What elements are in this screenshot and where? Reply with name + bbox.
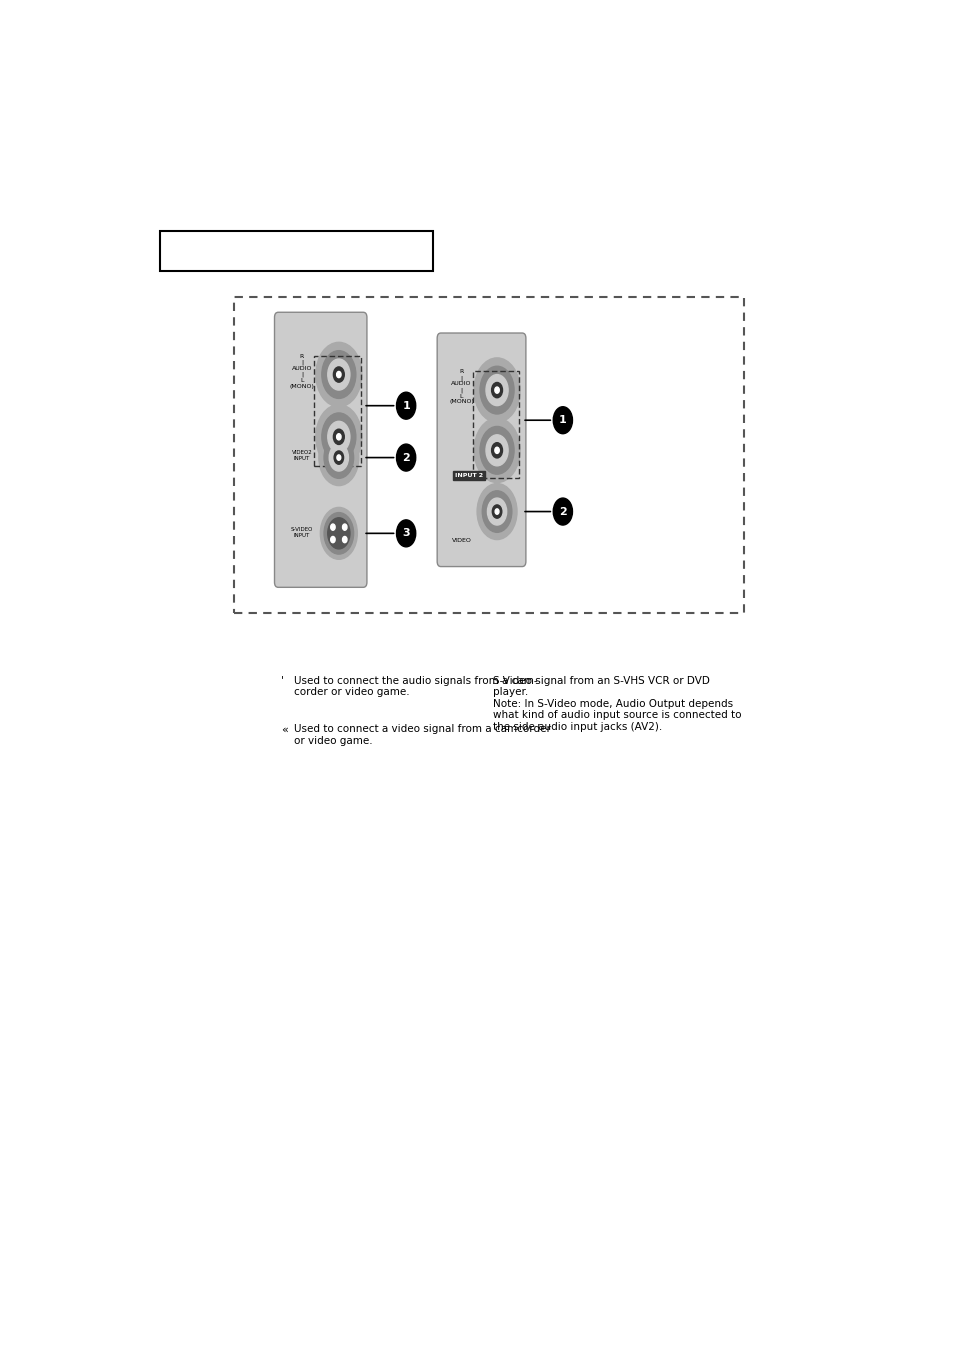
Circle shape bbox=[334, 452, 343, 464]
Circle shape bbox=[321, 412, 355, 461]
Circle shape bbox=[492, 506, 501, 518]
Circle shape bbox=[336, 372, 340, 377]
Circle shape bbox=[329, 443, 348, 470]
Text: S-Video signal from an S-VHS VCR or DVD
player.
Note: In S-Video mode, Audio Out: S-Video signal from an S-VHS VCR or DVD … bbox=[492, 675, 740, 732]
Circle shape bbox=[328, 422, 350, 453]
Circle shape bbox=[495, 387, 498, 394]
Text: ': ' bbox=[281, 675, 284, 686]
Circle shape bbox=[553, 407, 572, 434]
Circle shape bbox=[315, 404, 361, 469]
Circle shape bbox=[315, 342, 361, 407]
Circle shape bbox=[474, 418, 519, 483]
Circle shape bbox=[487, 497, 506, 524]
Circle shape bbox=[479, 367, 514, 414]
Circle shape bbox=[333, 429, 344, 445]
Circle shape bbox=[318, 430, 358, 485]
Text: R
|
AUDIO
|
L
(MONO): R | AUDIO | L (MONO) bbox=[289, 353, 314, 388]
Circle shape bbox=[324, 437, 354, 479]
Circle shape bbox=[476, 484, 517, 539]
Circle shape bbox=[336, 454, 340, 460]
Text: «: « bbox=[281, 724, 288, 735]
Circle shape bbox=[342, 537, 347, 543]
FancyBboxPatch shape bbox=[436, 333, 525, 566]
Circle shape bbox=[485, 435, 508, 466]
Circle shape bbox=[495, 448, 498, 453]
Text: S-VIDEO
INPUT: S-VIDEO INPUT bbox=[291, 527, 313, 538]
Circle shape bbox=[324, 512, 354, 554]
Circle shape bbox=[485, 375, 508, 406]
Circle shape bbox=[479, 426, 514, 474]
Text: 1: 1 bbox=[558, 415, 566, 425]
FancyBboxPatch shape bbox=[274, 313, 367, 588]
Circle shape bbox=[331, 524, 335, 530]
Text: VIDEO: VIDEO bbox=[451, 538, 471, 543]
Text: 2: 2 bbox=[402, 453, 410, 462]
Text: INPUT 2: INPUT 2 bbox=[455, 473, 482, 477]
Circle shape bbox=[396, 392, 416, 419]
Circle shape bbox=[336, 434, 340, 439]
Circle shape bbox=[396, 443, 416, 470]
Text: R
|
AUDIO
|
L
(MONO): R | AUDIO | L (MONO) bbox=[449, 369, 474, 404]
Text: Used to connect the audio signals from a cam-
corder or video game.: Used to connect the audio signals from a… bbox=[294, 675, 537, 697]
Circle shape bbox=[328, 518, 350, 549]
Circle shape bbox=[495, 508, 498, 514]
Text: VIDEO2
INPUT: VIDEO2 INPUT bbox=[292, 450, 312, 461]
Circle shape bbox=[328, 359, 350, 390]
Circle shape bbox=[396, 520, 416, 547]
Circle shape bbox=[491, 442, 502, 458]
Text: 1: 1 bbox=[402, 400, 410, 411]
Text: 2: 2 bbox=[558, 507, 566, 516]
Circle shape bbox=[474, 357, 519, 422]
FancyBboxPatch shape bbox=[233, 297, 743, 613]
Circle shape bbox=[320, 507, 357, 559]
Circle shape bbox=[482, 491, 512, 532]
Text: 3: 3 bbox=[402, 528, 410, 538]
Circle shape bbox=[342, 524, 347, 530]
Circle shape bbox=[553, 497, 572, 524]
FancyBboxPatch shape bbox=[160, 232, 433, 271]
Circle shape bbox=[491, 383, 502, 398]
Text: Used to connect a video signal from a camcorder
or video game.: Used to connect a video signal from a ca… bbox=[294, 724, 551, 745]
Circle shape bbox=[321, 350, 355, 399]
Circle shape bbox=[331, 537, 335, 543]
Circle shape bbox=[333, 367, 344, 383]
